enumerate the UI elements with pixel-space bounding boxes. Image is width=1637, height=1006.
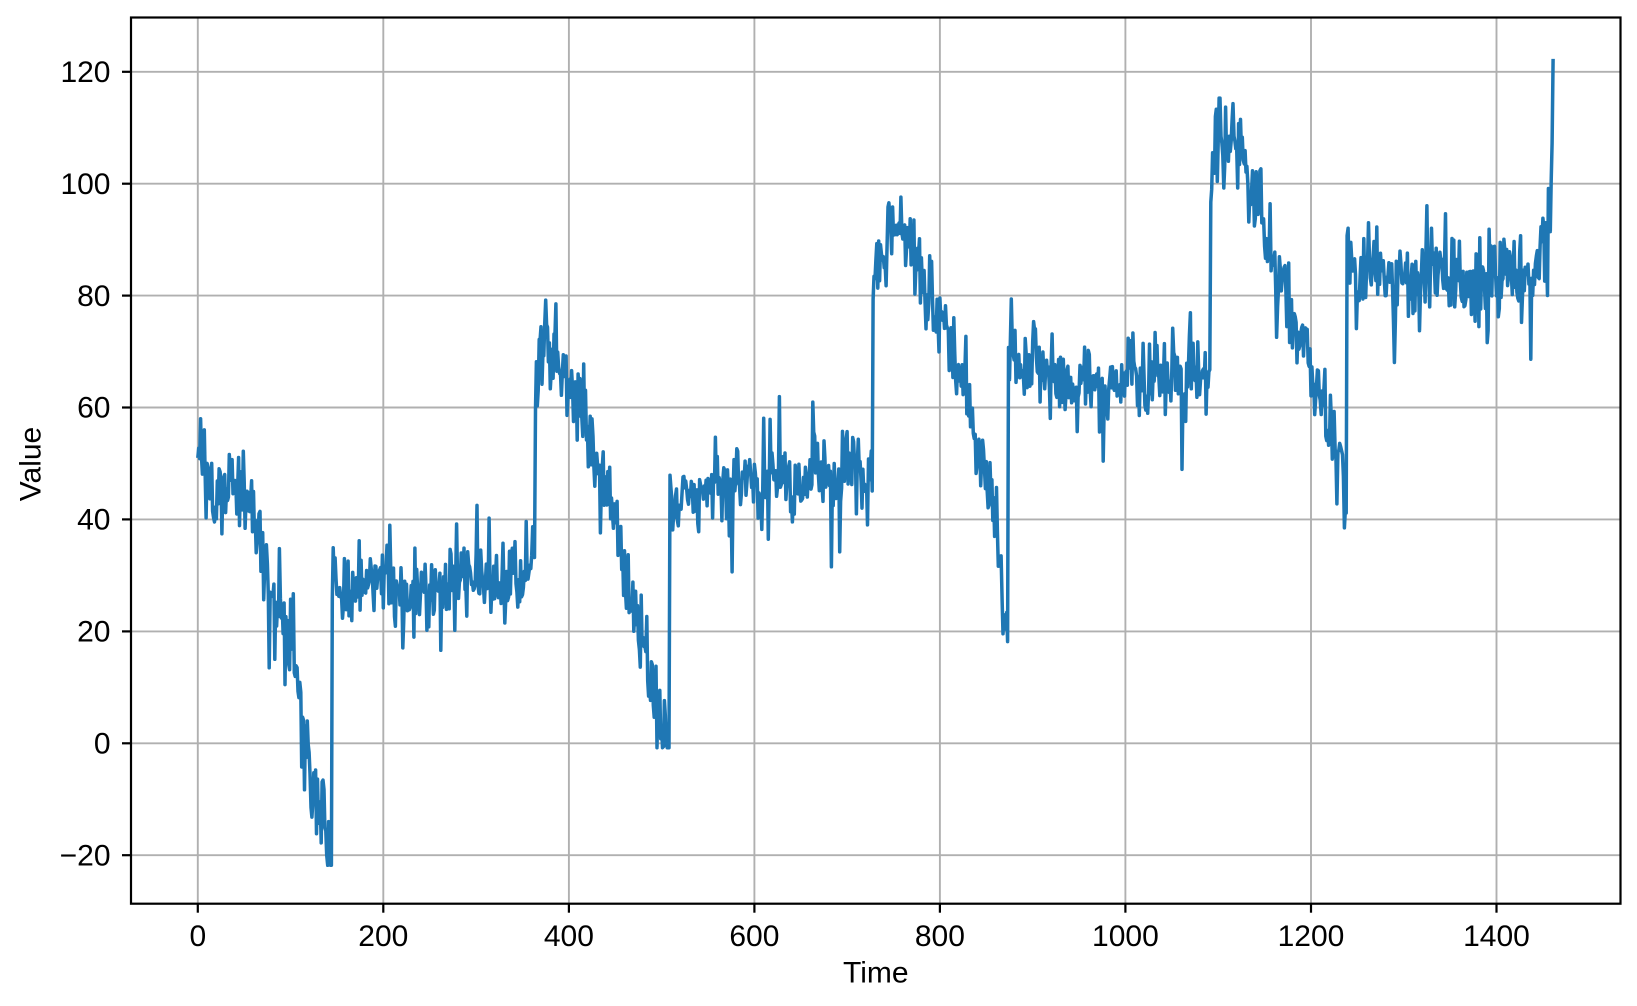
svg-text:80: 80 <box>77 280 110 313</box>
svg-text:−20: −20 <box>60 839 111 872</box>
svg-text:Value: Value <box>15 427 48 502</box>
svg-text:1400: 1400 <box>1463 920 1530 953</box>
svg-text:600: 600 <box>729 920 779 953</box>
svg-text:1200: 1200 <box>1278 920 1345 953</box>
svg-text:Time: Time <box>843 957 909 990</box>
svg-text:400: 400 <box>544 920 594 953</box>
svg-text:0: 0 <box>94 728 111 761</box>
svg-text:60: 60 <box>77 392 110 425</box>
svg-text:120: 120 <box>60 56 110 89</box>
svg-text:200: 200 <box>358 920 408 953</box>
svg-text:1000: 1000 <box>1092 920 1159 953</box>
svg-text:0: 0 <box>189 920 206 953</box>
svg-text:40: 40 <box>77 504 110 537</box>
svg-text:100: 100 <box>60 168 110 201</box>
svg-text:20: 20 <box>77 616 110 649</box>
svg-text:800: 800 <box>915 920 965 953</box>
